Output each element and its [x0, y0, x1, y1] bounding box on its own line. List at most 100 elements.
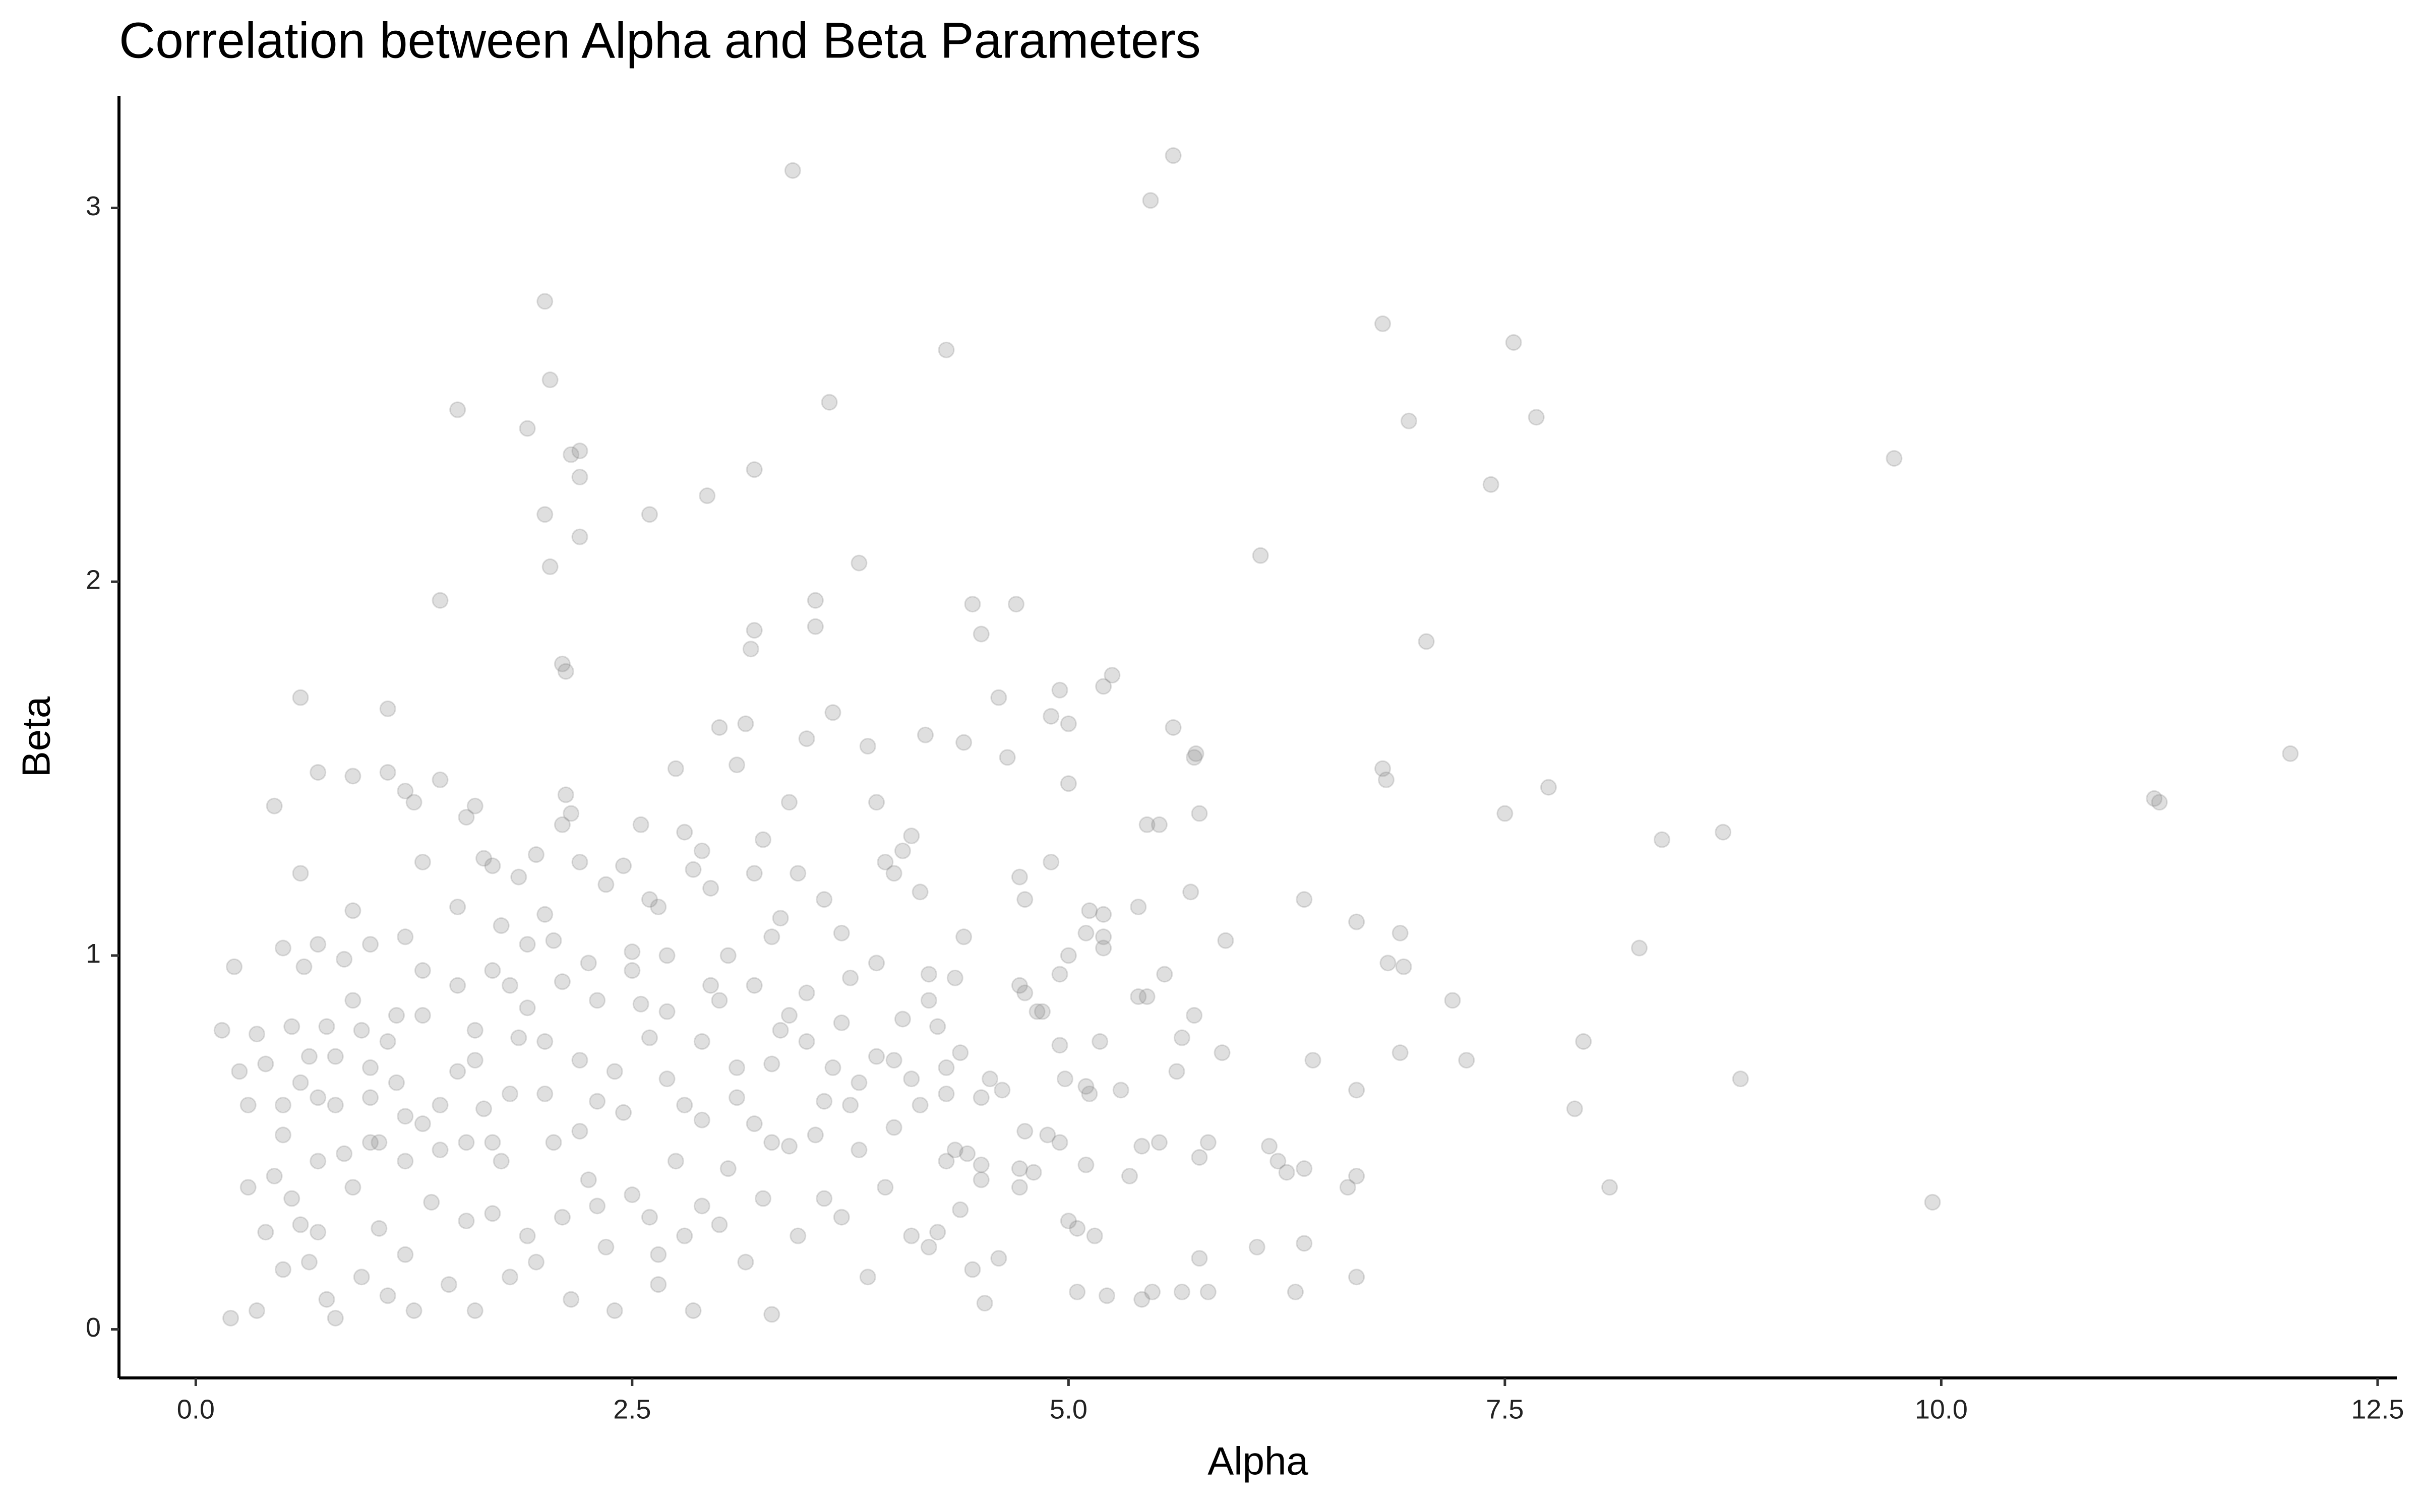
point	[1008, 596, 1025, 613]
point	[938, 341, 955, 358]
point	[946, 1142, 963, 1159]
point	[580, 955, 597, 972]
point	[615, 857, 632, 874]
point	[292, 865, 309, 882]
point	[310, 1153, 327, 1170]
point	[484, 1134, 501, 1151]
point	[449, 977, 466, 994]
point	[318, 1018, 335, 1035]
point	[388, 1007, 405, 1024]
y-tick-label: 0	[86, 1312, 101, 1343]
point	[1566, 1100, 1583, 1117]
point	[554, 655, 571, 672]
point	[536, 906, 554, 923]
point	[545, 932, 562, 949]
point	[772, 910, 789, 927]
point	[310, 1224, 327, 1241]
point	[920, 966, 937, 983]
point	[371, 1134, 388, 1151]
point	[414, 962, 431, 979]
point	[1199, 1134, 1217, 1151]
point	[833, 924, 850, 941]
point	[952, 1201, 969, 1218]
point	[1051, 1134, 1068, 1151]
point	[432, 1142, 449, 1159]
point	[851, 1074, 868, 1091]
x-axis-title: Alpha	[1207, 1439, 1308, 1483]
point	[292, 1074, 309, 1091]
point	[423, 1193, 440, 1211]
point	[1348, 913, 1365, 930]
point	[1715, 824, 1732, 841]
point	[571, 1052, 588, 1069]
point	[353, 1022, 370, 1039]
point	[1151, 1134, 1168, 1151]
point	[1374, 315, 1392, 332]
point	[833, 1014, 850, 1031]
point	[541, 558, 559, 576]
point	[1168, 1063, 1185, 1080]
point	[1458, 1052, 1475, 1069]
point	[1444, 992, 1461, 1009]
y-axis-title: Beta	[14, 696, 58, 777]
point	[641, 506, 658, 523]
point	[955, 928, 973, 946]
point	[1296, 891, 1313, 908]
point	[484, 962, 501, 979]
point	[1214, 1044, 1231, 1061]
point	[1482, 476, 1499, 493]
point	[624, 1186, 641, 1204]
point	[990, 689, 1007, 706]
point	[1086, 1227, 1103, 1244]
point	[729, 1059, 746, 1076]
point	[1077, 1078, 1095, 1095]
point	[589, 992, 606, 1009]
point	[737, 715, 754, 732]
point	[519, 999, 536, 1017]
point	[859, 1269, 876, 1286]
point	[1011, 1160, 1028, 1177]
point	[1051, 966, 1068, 983]
point	[798, 730, 815, 747]
point	[780, 1138, 798, 1155]
point	[327, 1309, 344, 1327]
point	[1248, 1238, 1265, 1255]
point	[816, 891, 833, 908]
point	[798, 1033, 815, 1050]
point	[719, 1160, 737, 1177]
point	[976, 1295, 993, 1312]
point	[824, 704, 841, 721]
point	[405, 1302, 422, 1319]
point	[458, 1134, 475, 1151]
point	[624, 962, 641, 979]
point	[1296, 1235, 1313, 1252]
point	[959, 1145, 976, 1162]
point	[1011, 1179, 1028, 1196]
point	[1173, 1029, 1190, 1046]
point	[527, 846, 544, 863]
point	[755, 831, 772, 848]
point	[300, 1253, 318, 1271]
point	[1199, 1283, 1217, 1300]
point	[213, 1022, 230, 1039]
point	[1043, 708, 1060, 725]
point	[693, 1111, 710, 1128]
point	[1081, 902, 1098, 919]
point	[458, 1212, 475, 1229]
point	[1151, 816, 1168, 833]
point	[973, 1171, 990, 1188]
point	[1496, 805, 1514, 822]
point	[318, 1291, 335, 1308]
point	[1165, 147, 1182, 164]
point	[964, 1261, 981, 1278]
y-tick-label: 3	[86, 191, 101, 221]
point	[475, 850, 493, 867]
point	[658, 1003, 676, 1020]
point	[557, 663, 574, 680]
point	[388, 1074, 405, 1091]
point	[571, 528, 588, 545]
point	[362, 936, 379, 953]
point	[344, 768, 361, 785]
point	[432, 771, 449, 788]
x-tick-label: 2.5	[613, 1394, 651, 1424]
